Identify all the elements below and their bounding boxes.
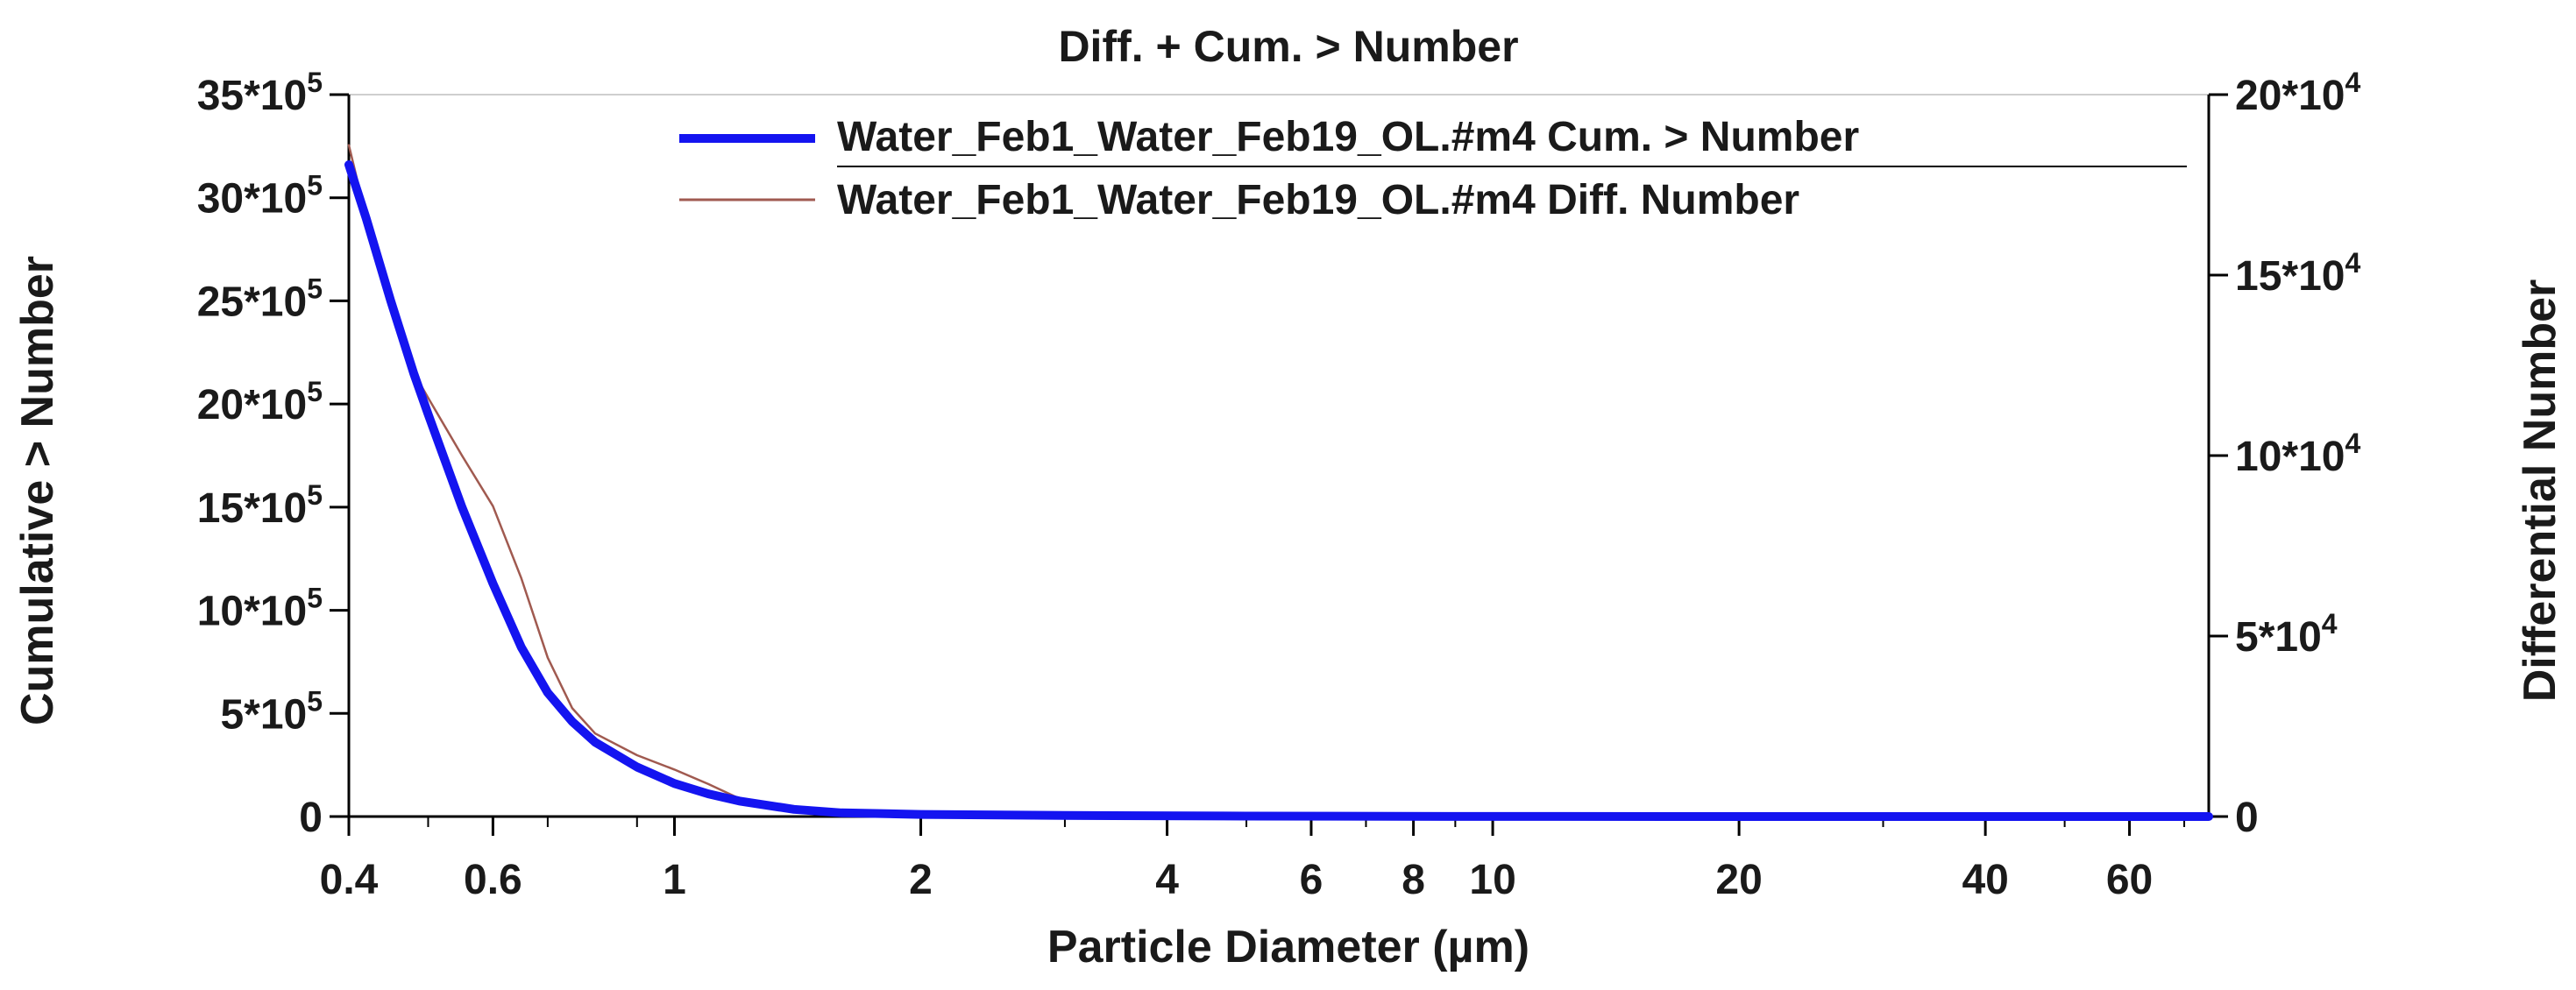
y-left-tick-label-5: 25*105: [197, 272, 323, 325]
x-tick-label-7: 10: [1469, 857, 1515, 903]
y-left-tick-label-7: 35*105: [197, 67, 323, 119]
chart-title: Diff. + Cum. > Number: [1058, 22, 1518, 71]
y-axis-left-label: Cumulative > Number: [12, 256, 63, 725]
y-left-tick-label-0: 0: [299, 795, 323, 841]
x-tick-label-3: 2: [909, 857, 933, 903]
x-tick-label-8: 20: [1715, 857, 1762, 903]
series-line-cumulative: [344, 160, 2213, 821]
x-tick-label-5: 6: [1300, 857, 1323, 903]
y-left-tick-label-2: 10*105: [197, 583, 323, 635]
y-left-tick-label-6: 30*105: [197, 170, 323, 223]
y-left-tick-label-4: 20*105: [197, 376, 323, 428]
legend: Water_Feb1_Water_Feb19_OL.#m4 Cum. > Num…: [679, 114, 2187, 223]
legend-label-cumulative: Water_Feb1_Water_Feb19_OL.#m4 Cum. > Num…: [837, 114, 1859, 160]
y-axis-right-label: Differential Number: [2515, 279, 2565, 703]
x-tick-label-1: 0.6: [464, 857, 522, 903]
y-right-tick-label-0: 0: [2235, 795, 2259, 841]
x-axis-label: Particle Diameter (µm): [1047, 922, 1529, 972]
y-left-tick-label-3: 15*105: [197, 479, 323, 532]
x-tick-label-9: 40: [1962, 857, 2008, 903]
y-right-tick-label-4: 20*104: [2235, 67, 2360, 119]
y-right-tick-label-1: 5*104: [2235, 608, 2338, 661]
x-tick-label-4: 4: [1155, 857, 1179, 903]
x-tick-label-2: 1: [663, 857, 686, 903]
x-tick-label-0: 0.4: [320, 857, 379, 903]
y-right-tick-label-2: 10*104: [2235, 428, 2360, 480]
x-tick-label-6: 8: [1402, 857, 1425, 903]
x-tick-label-10: 60: [2106, 857, 2153, 903]
legend-label-differential: Water_Feb1_Water_Feb19_OL.#m4 Diff. Numb…: [837, 177, 1799, 223]
series-layer: [344, 144, 2213, 821]
y-left-tick-label-1: 5*105: [220, 685, 323, 738]
series-line-differential: [347, 144, 2211, 818]
ticks-layer: 0.4 0.6 1 2 4 6 8 10 20 40 60 0 5*105 10*105 15*105 20*…: [197, 67, 2361, 903]
y-right-tick-label-3: 15*104: [2235, 247, 2360, 300]
